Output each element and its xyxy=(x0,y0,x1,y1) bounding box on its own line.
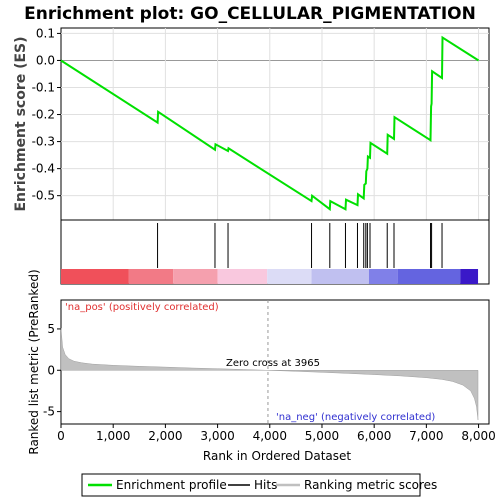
ranked-panel: 50-5 0 1,000 2,000 3,000 4,000 5,000 6,000 7,00… xyxy=(27,269,496,463)
chart-title: Enrichment plot: GO_CELLULAR_PIGMENTATIO… xyxy=(24,4,476,24)
es-gridlines xyxy=(61,28,489,220)
es-y-tick-label: -0.5 xyxy=(32,189,55,203)
x-tick-label: 5,000 xyxy=(305,429,339,443)
heat-bar-segment xyxy=(460,269,479,284)
zero-cross-label: Zero cross at 3965 xyxy=(226,358,320,369)
ranked-y-tick-label: -5 xyxy=(43,405,55,419)
ranking-heat-bar xyxy=(61,269,479,284)
x-tick-label: 4,000 xyxy=(253,429,287,443)
legend-label-profile: Enrichment profile xyxy=(116,478,227,492)
x-tick-label: 2,000 xyxy=(148,429,182,443)
ranked-y-tick-label: 5 xyxy=(47,322,55,336)
es-y-axis-label: Enrichment score (ES) xyxy=(13,36,29,211)
hits-panel xyxy=(60,219,490,285)
es-y-tick-label: -0.1 xyxy=(32,80,55,94)
legend-label-metric: Ranking metric scores xyxy=(304,478,437,492)
x-tick-label: 0 xyxy=(57,429,65,443)
heat-bar-segment xyxy=(397,269,461,284)
pos-correlated-label: 'na_pos' (positively correlated) xyxy=(65,302,219,313)
es-y-tick-label: -0.3 xyxy=(32,135,55,149)
ranked-x-ticks: 0 1,000 2,000 3,000 4,000 5,000 6,000 7,000 8,00… xyxy=(57,424,496,443)
ranking-metric-area xyxy=(60,328,479,420)
legend: Enrichment profile Hits Ranking metric s… xyxy=(81,473,437,497)
heat-bar-segment xyxy=(267,269,312,284)
legend-frame xyxy=(81,473,421,497)
heat-bar-segment xyxy=(217,269,268,284)
neg-correlated-label: 'na_neg' (negatively correlated) xyxy=(276,412,435,423)
es-panel: 0.1 0.0 -0.1 -0.2 -0.3 -0.4 -0.5 Enrichment sc… xyxy=(13,26,490,221)
ranked-panel-frame xyxy=(60,299,490,425)
x-tick-label: 7,000 xyxy=(409,429,443,443)
heat-bar-segment xyxy=(311,269,369,284)
ranked-y-ticks: 5 0 -5 xyxy=(43,322,61,419)
x-tick-label: 3,000 xyxy=(200,429,234,443)
x-tick-label: 1,000 xyxy=(96,429,130,443)
heat-bar-segment xyxy=(61,269,129,284)
ranked-y-axis-label: Ranked list metric (PreRanked) xyxy=(27,269,41,454)
heat-bar-segment xyxy=(173,269,218,284)
heat-bar-segment xyxy=(128,269,174,284)
hit-markers xyxy=(157,223,443,268)
heat-bar-segment xyxy=(368,269,398,284)
es-y-tick-label: 0.1 xyxy=(36,26,55,40)
enrichment-profile-line xyxy=(60,35,480,212)
es-panel-frame xyxy=(60,27,490,221)
x-tick-label: 6,000 xyxy=(357,429,391,443)
es-y-tick-label: 0.0 xyxy=(36,53,55,67)
x-tick-label: 8,000 xyxy=(461,429,495,443)
legend-label-hits: Hits xyxy=(254,478,277,492)
x-axis-label: Rank in Ordered Dataset xyxy=(203,449,351,463)
ranked-y-tick-label: 0 xyxy=(47,363,55,377)
es-y-tick-label: -0.2 xyxy=(32,108,55,122)
es-y-ticks: 0.1 0.0 -0.1 -0.2 -0.3 -0.4 -0.5 xyxy=(32,26,61,203)
es-y-tick-label: -0.4 xyxy=(32,162,55,176)
